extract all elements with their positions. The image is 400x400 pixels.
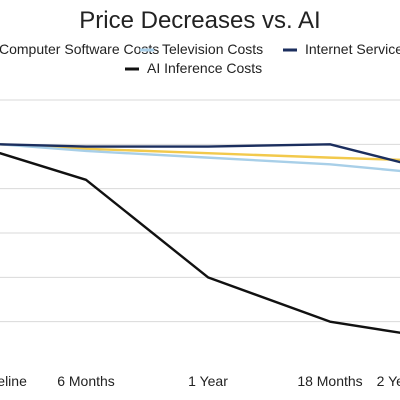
legend-label-3: Internet Service Costs xyxy=(305,41,400,57)
legend-label-1: Computer Software Costs xyxy=(0,41,159,57)
legend-label-4: AI Inference Costs xyxy=(147,60,262,76)
chart-title: Price Decreases vs. AI xyxy=(79,7,320,34)
x-axis-tick-labels: Baseline 6 Months 1 Year 18 Months 2 Years xyxy=(0,373,400,389)
x-tick-label-2: 6 Months xyxy=(57,373,115,389)
x-tick-label-3: 1 Year xyxy=(188,373,228,389)
x-tick-label-4: 18 Months xyxy=(297,373,362,389)
series-line-4 xyxy=(0,151,400,334)
series-line-1 xyxy=(0,143,400,162)
series-line-2 xyxy=(0,143,400,173)
series-line-3 xyxy=(0,143,400,164)
x-tick-label-5: 2 Years xyxy=(377,373,400,389)
legend-label-2: Television Costs xyxy=(162,41,263,57)
chart-gridlines xyxy=(0,99,400,323)
x-tick-label-1: Baseline xyxy=(0,373,27,389)
chart-series xyxy=(0,143,400,334)
chart-legend: Computer Software Costs Television Costs I… xyxy=(0,41,400,76)
